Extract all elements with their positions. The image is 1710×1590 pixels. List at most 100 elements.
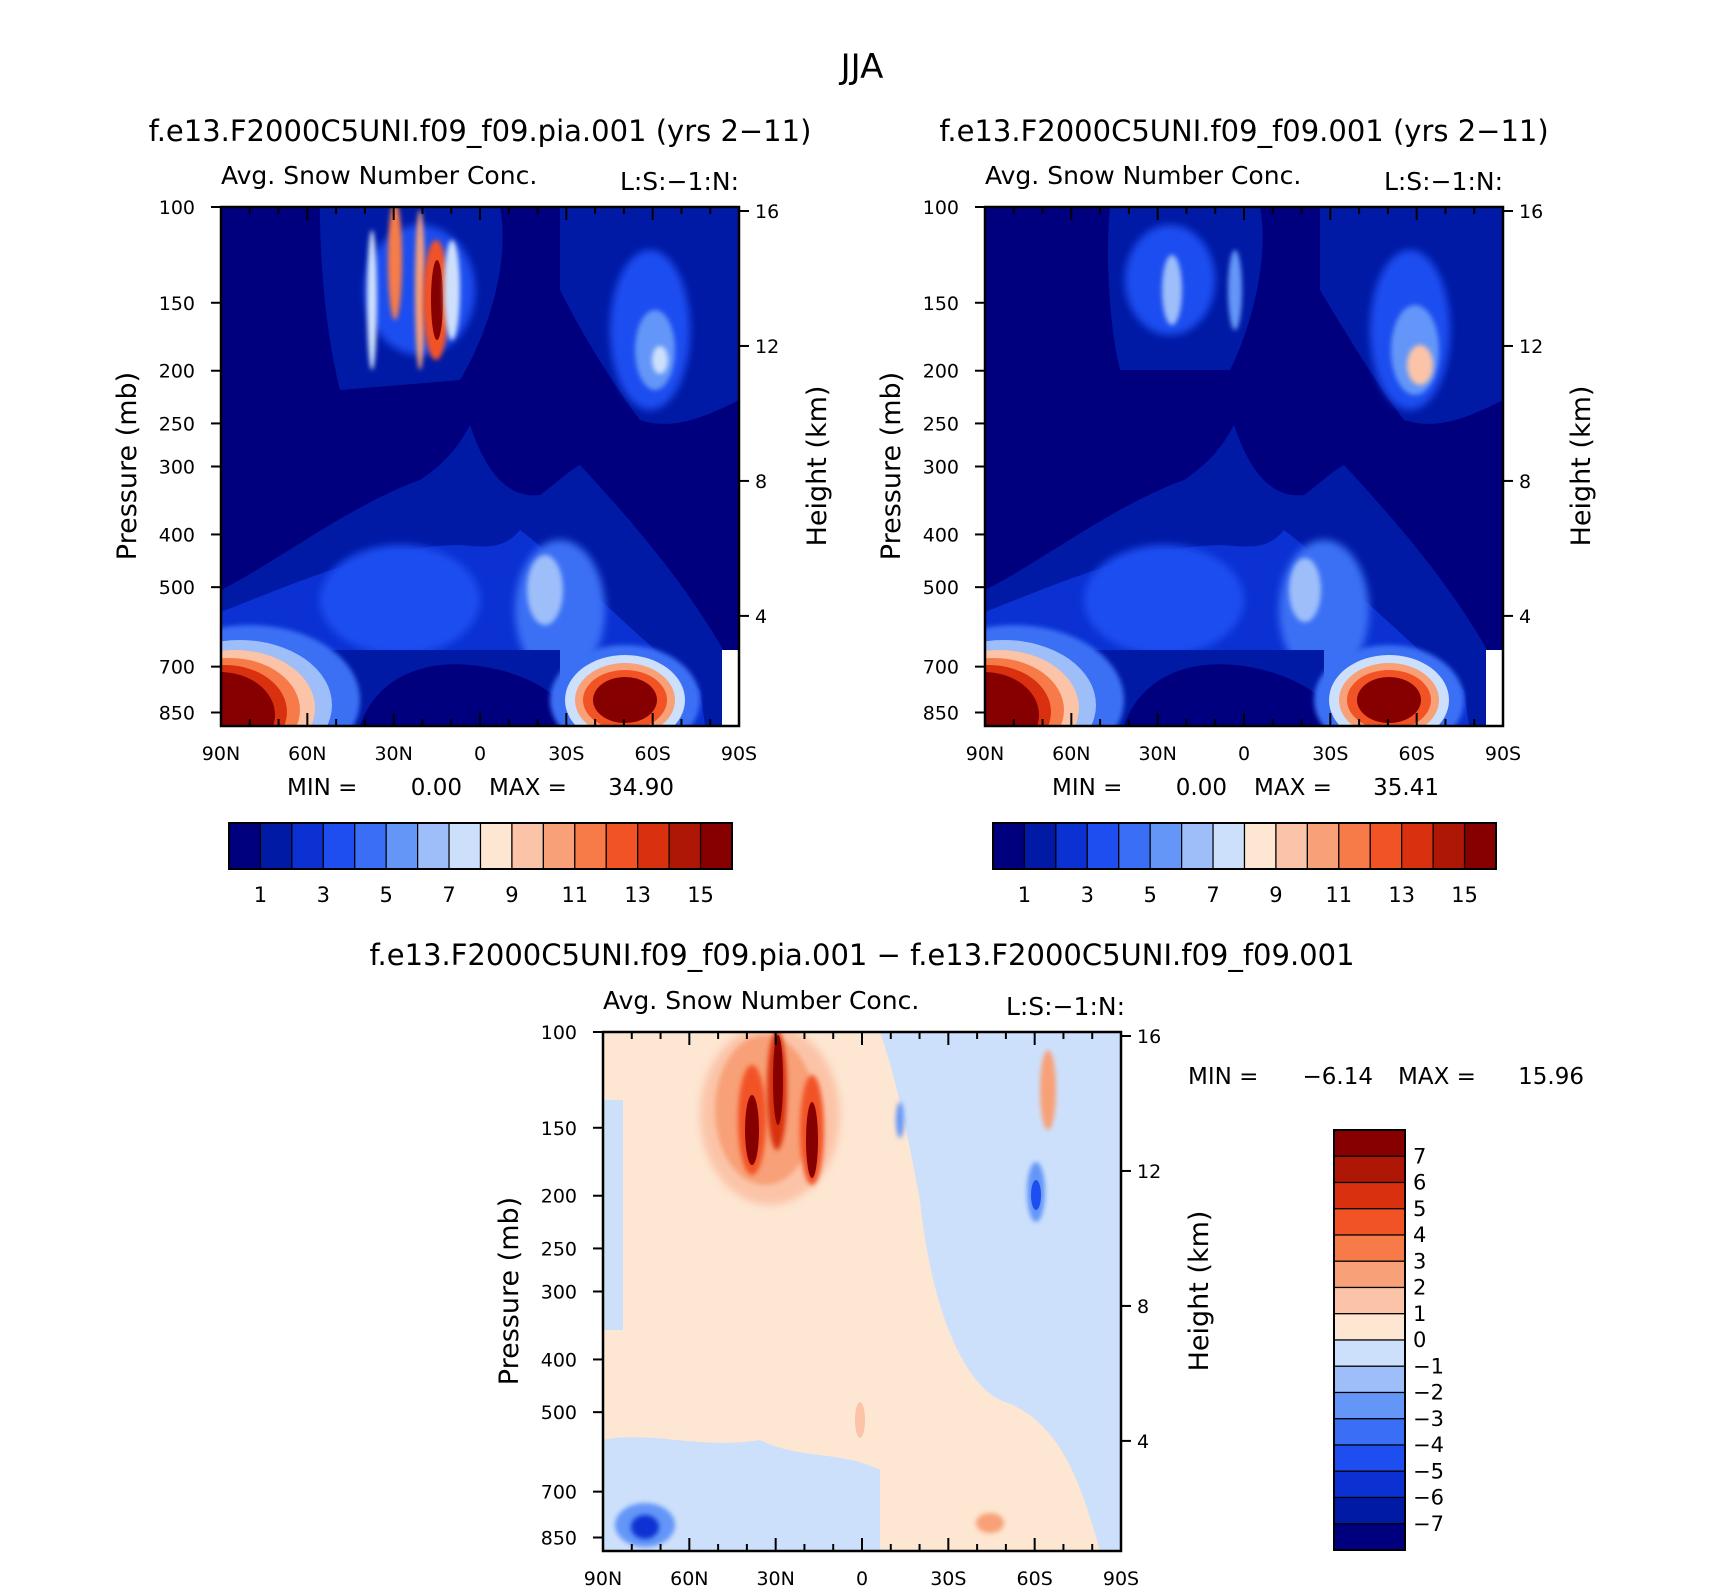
colorbar-swatch [417, 822, 450, 870]
sh-negative-region [880, 1032, 1121, 1551]
colorbar-swatch [637, 822, 670, 870]
sh-low-core [1357, 677, 1421, 723]
colorbar-swatch [259, 822, 293, 870]
y-tick-label: 400 [541, 1349, 577, 1371]
colorbar-label: 15 [687, 883, 714, 907]
max-label: MAX = [1254, 775, 1332, 801]
colorbar-swatch [1333, 1365, 1406, 1394]
y-right-tick-label: 12 [755, 336, 779, 358]
y-tick-label: 100 [923, 197, 959, 219]
heatmap-field [221, 207, 739, 726]
y-tick-label: 500 [541, 1402, 577, 1424]
y-tick-label: 500 [923, 577, 959, 599]
y-tick-label: 300 [923, 457, 959, 479]
upper-pos-a-core [745, 1095, 759, 1165]
colorbar-swatch [668, 822, 702, 870]
colorbar-swatch [1149, 822, 1183, 870]
nh-mid-blob [1084, 545, 1244, 655]
colorbar-swatch [1369, 822, 1403, 870]
colorbar-swatch [1181, 822, 1214, 870]
colorbar-label: 4 [1413, 1223, 1426, 1247]
y-tick-label: 150 [541, 1118, 577, 1140]
colorbar-label: 5 [380, 883, 393, 907]
panel-ctrl: f.e13.F2000C5UNI.f09_f09.001 (yrs 2−11) … [876, 114, 1597, 907]
colorbar-swatch [1023, 822, 1057, 870]
edge-negative [603, 1100, 623, 1330]
colorbar-label: 3 [1413, 1249, 1426, 1273]
colorbar-swatch [605, 822, 639, 870]
colorbar-label: 3 [317, 883, 330, 907]
panel-title: f.e13.F2000C5UNI.f09_f09.pia.001 − f.e13… [369, 938, 1354, 972]
y-tick-label: 850 [541, 1527, 577, 1549]
x-tick-label: 60N [288, 743, 326, 765]
max-value: 15.96 [1518, 1064, 1584, 1090]
x-tick-label: 90N [202, 743, 240, 765]
x-tick-label: 60N [1052, 743, 1090, 765]
colorbar-swatch [1333, 1418, 1406, 1446]
edge-white [1486, 650, 1503, 726]
y-axis-label: Pressure (mb) [494, 1197, 525, 1385]
y-right-tick-label: 16 [1519, 201, 1543, 223]
y-axis-label: Pressure (mb) [876, 372, 907, 560]
low-gap-core [360, 664, 580, 726]
colorbar-swatch [448, 822, 482, 870]
heatmap-field [985, 207, 1503, 726]
panel-subtitle-left: Avg. Snow Number Conc. [603, 986, 919, 1015]
y-tick-label: 700 [159, 657, 195, 679]
low-gap-core [1124, 664, 1344, 726]
max-value: 34.90 [608, 775, 674, 801]
x-tick-label: 90N [966, 743, 1004, 765]
colorbar-label: −7 [1413, 1512, 1444, 1536]
x-tick-label: 60S [1017, 1568, 1053, 1586]
colorbar-swatch [1275, 822, 1308, 870]
colorbar-swatch [1212, 822, 1246, 870]
axes-ticks: 90N 60N 30N 0 30S 60S 90S 100 150 200 250 300 400 500… [923, 197, 1543, 765]
sh-low-pos [976, 1513, 1004, 1533]
y-right-tick-label: 4 [1519, 606, 1531, 628]
max-label: MAX = [1398, 1064, 1476, 1090]
x-tick-label: 30N [374, 743, 412, 765]
y-tick-label: 250 [159, 413, 195, 435]
y-tick-label: 250 [541, 1238, 577, 1260]
colorbar-label: −6 [1413, 1486, 1444, 1510]
y-tick-label: 850 [159, 702, 195, 724]
colorbar-label: −2 [1413, 1381, 1444, 1405]
panel-title: f.e13.F2000C5UNI.f09_f09.pia.001 (yrs 2−… [149, 114, 812, 148]
colorbar-swatch [1338, 822, 1371, 870]
min-value: 0.00 [411, 775, 462, 801]
colorbar-label: 7 [442, 883, 455, 907]
colorbar-swatch [1333, 1496, 1406, 1525]
axes-ticks: 90N 60N 30N 0 30S 60S 90S 100 150 200 250 300 400 500… [159, 197, 779, 765]
x-tick-label: 30S [548, 743, 584, 765]
x-tick-label: 30S [930, 1568, 966, 1586]
colorbar-label: −5 [1413, 1459, 1444, 1483]
colorbar-label: 2 [1413, 1276, 1426, 1300]
colorbar-swatch [699, 822, 733, 870]
sh-mid-core [1289, 558, 1321, 622]
x-tick-label: 60S [1399, 743, 1435, 765]
colorbar-swatch [1243, 822, 1277, 870]
upper-pos-b-core [773, 1035, 783, 1125]
streak-5 [431, 260, 443, 340]
nh-low-neg-2 [631, 1515, 659, 1539]
max-value: 35.41 [1373, 775, 1439, 801]
y-tick-label: 200 [541, 1186, 577, 1208]
colorbar-label: 9 [1269, 883, 1282, 907]
x-tick-label: 30N [1138, 743, 1176, 765]
y-tick-label: 100 [541, 1022, 577, 1044]
colorbar-swatch [1401, 822, 1434, 870]
y-tick-label: 100 [159, 197, 195, 219]
y-tick-label: 200 [923, 361, 959, 383]
colorbar-swatch [1333, 1129, 1406, 1157]
x-tick-label: 0 [1238, 743, 1250, 765]
edge-white [722, 650, 739, 726]
upper-sh-peak [652, 346, 668, 374]
colorbar-swatch [1432, 822, 1466, 870]
y-tick-label: 400 [159, 524, 195, 546]
colorbar-label: 0 [1413, 1328, 1426, 1352]
y-right-tick-label: 16 [755, 201, 779, 223]
colorbar-label: 5 [1413, 1197, 1426, 1221]
colorbar-label: 3 [1081, 883, 1094, 907]
